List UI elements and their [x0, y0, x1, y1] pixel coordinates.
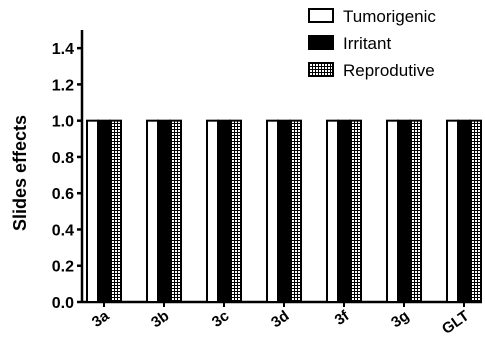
bar-irritant-3d: [277, 119, 291, 303]
y-tick-label: 0.2: [52, 259, 74, 276]
y-tick-label: 1.4: [52, 41, 74, 58]
bar-reprodutive-3g: [409, 119, 422, 303]
y-tick-label: 0.0: [52, 295, 74, 312]
x-tick-label: 3d: [268, 307, 292, 331]
bar-reprodutive-3c: [229, 119, 242, 303]
legend: Tumorigenic Irritant Reprodutive: [308, 7, 436, 80]
legend-swatch-reprodutive: [308, 62, 334, 77]
bar-irritant-glt: [457, 119, 471, 303]
bar-reprodutive-3f: [349, 119, 362, 303]
bar-irritant-3f: [337, 119, 351, 303]
bar-irritant-3g: [397, 119, 411, 303]
x-tick-label: 3g: [388, 307, 412, 331]
bar-reprodutive-3b: [169, 119, 182, 303]
bar-reprodutive-3a: [109, 119, 122, 303]
x-tick-label: GLT: [439, 307, 472, 337]
y-axis-title: Slides effects: [10, 115, 30, 231]
bar-tumorigenic-3a: [86, 119, 99, 303]
legend-label-irritant: Irritant: [343, 34, 391, 53]
y-tick-label: 0.4: [52, 222, 74, 239]
bar-tumorigenic-3d: [266, 119, 279, 303]
bar-tumorigenic-glt: [446, 119, 459, 303]
bars: [86, 119, 482, 303]
bar-irritant-3c: [217, 119, 231, 303]
legend-label-tumorigenic: Tumorigenic: [343, 7, 436, 26]
bar-tumorigenic-3f: [326, 119, 339, 303]
bar-reprodutive-3d: [289, 119, 302, 303]
y-tick-label: 1.0: [52, 114, 74, 131]
bar-tumorigenic-3b: [146, 119, 159, 303]
legend-swatch-tumorigenic: [308, 8, 334, 23]
y-tick-label: 0.8: [52, 150, 74, 167]
x-tick-label: 3c: [209, 307, 232, 330]
bar-irritant-3b: [157, 119, 171, 303]
bar-tumorigenic-3g: [386, 119, 399, 303]
bar-tumorigenic-3c: [206, 119, 219, 303]
bar-irritant-3a: [97, 119, 111, 303]
y-tick-label: 0.6: [52, 186, 74, 203]
x-tick-label: 3b: [148, 307, 172, 331]
x-tick-label: 3f: [332, 307, 353, 329]
x-tick-label: 3a: [89, 307, 113, 331]
bar-reprodutive-glt: [469, 119, 482, 303]
legend-label-reprodutive: Reprodutive: [343, 61, 435, 80]
legend-swatch-irritant: [308, 35, 334, 50]
y-tick-label: 1.2: [52, 77, 74, 94]
